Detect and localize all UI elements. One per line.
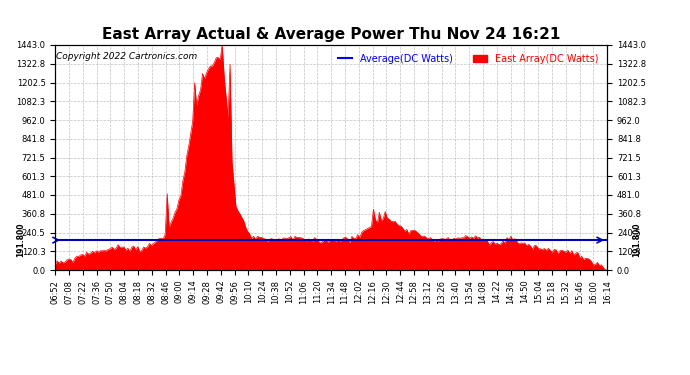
Text: Copyright 2022 Cartronics.com: Copyright 2022 Cartronics.com [57,52,197,61]
Title: East Array Actual & Average Power Thu Nov 24 16:21: East Array Actual & Average Power Thu No… [102,27,560,42]
Legend: Average(DC Watts), East Array(DC Watts): Average(DC Watts), East Array(DC Watts) [334,50,602,68]
Text: 191.800: 191.800 [632,223,641,257]
Text: 191.800: 191.800 [16,223,25,257]
